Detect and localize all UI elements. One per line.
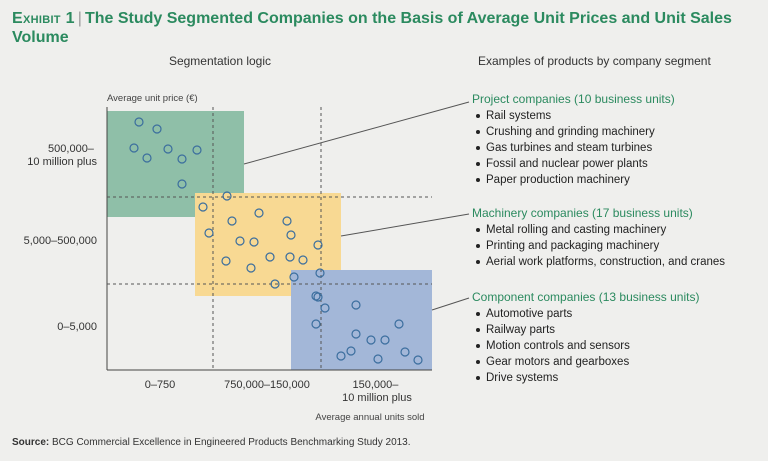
data-point-series-1-8 (177, 179, 187, 189)
x-tick-medium: 750,000–150,000 (224, 379, 310, 391)
title-separator: | (77, 10, 82, 27)
y-axis-label: Average unit price (€) (107, 93, 198, 104)
list-item: Gear motors and gearboxes (472, 354, 699, 370)
data-point-series-2-2 (254, 208, 264, 218)
segment-project-name: Project companies (10 business units) (472, 92, 675, 106)
data-point-series-2-3 (282, 216, 292, 226)
segment-project-list: Rail systems Crushing and grinding machi… (472, 108, 675, 188)
source-note: Source: BCG Commercial Excellence in Eng… (12, 437, 411, 448)
data-point-series-1-4 (163, 144, 173, 154)
segment-component-name: Component companies (13 business units) (472, 290, 700, 304)
data-point-series-3-13 (413, 355, 423, 365)
data-point-series-3-9 (346, 346, 356, 356)
y-tick-low: 0–5,000 (57, 321, 97, 333)
list-item: Aerial work platforms, construction, and… (472, 254, 725, 270)
data-point-series-3-6 (351, 329, 361, 339)
machinery-connector-line (340, 213, 470, 237)
list-item: Metal rolling and casting machinery (472, 222, 725, 238)
data-point-series-1-3 (129, 143, 139, 153)
data-point-series-3-7 (366, 335, 376, 345)
data-point-series-3-10 (400, 347, 410, 357)
source-text: BCG Commercial Excellence in Engineered … (52, 437, 411, 448)
data-point-series-2-6 (249, 237, 259, 247)
list-item: Drive systems (472, 370, 699, 386)
data-point-series-2-9 (221, 256, 231, 266)
data-point-series-3-12 (373, 354, 383, 364)
x-tick-high-line2: 10 million plus (342, 392, 412, 404)
data-point-series-1-9 (198, 202, 208, 212)
data-point-series-2-5 (235, 236, 245, 246)
data-point-series-2-13 (246, 263, 256, 273)
segment-machinery: Machinery companies (17 business units) … (472, 206, 725, 270)
data-point-series-1-5 (142, 153, 152, 163)
y-tick-high: 500,000– 10 million plus (27, 143, 97, 168)
component-connector-line (431, 297, 470, 311)
data-point-series-2-10 (265, 252, 275, 262)
segmentation-logic-heading: Segmentation logic (168, 54, 272, 68)
data-point-series-3-1 (313, 292, 323, 302)
list-item: Railway parts (472, 322, 699, 338)
data-point-series-2-12 (298, 255, 308, 265)
data-point-series-2-14 (289, 272, 299, 282)
list-item: Paper production machinery (472, 172, 675, 188)
segment-component: Component companies (13 business units) … (472, 290, 699, 386)
data-point-series-3-4 (311, 319, 321, 329)
list-item: Crushing and grinding machinery (472, 124, 675, 140)
data-point-series-2-8 (313, 240, 323, 250)
segment-machinery-name: Machinery companies (17 business units) (472, 206, 693, 220)
list-item: Automotive parts (472, 306, 699, 322)
list-item: Gas turbines and steam turbines (472, 140, 675, 156)
x-axis-label: Average annual units sold (315, 412, 424, 423)
data-point-series-3-2 (351, 300, 361, 310)
component-segment-box (291, 270, 432, 370)
data-point-series-1-1 (134, 117, 144, 127)
y-tick-high-line2: 10 million plus (27, 156, 97, 168)
list-item: Rail systems (472, 108, 675, 124)
data-point-series-2-15 (315, 268, 325, 278)
data-point-series-1-6 (177, 154, 187, 164)
x-tick-high: 150,000– 10 million plus (342, 379, 412, 404)
x-tick-low: 0–750 (145, 379, 176, 391)
project-connector-line (243, 101, 470, 165)
list-item: Fossil and nuclear power plants (472, 156, 675, 172)
data-point-series-3-8 (380, 335, 390, 345)
examples-heading: Examples of products by company segment (478, 54, 711, 68)
data-point-series-2-1 (227, 216, 237, 226)
exhibit-number: Exhibit 1 (12, 10, 75, 27)
list-item: Motion controls and sensors (472, 338, 699, 354)
exhibit-title-text: The Study Segmented Companies on the Bas… (12, 10, 732, 46)
data-point-series-2-11 (285, 252, 295, 262)
data-point-series-1-7 (192, 145, 202, 155)
data-point-series-2-7 (286, 230, 296, 240)
data-point-series-3-11 (336, 351, 346, 361)
y-tick-medium: 5,000–500,000 (24, 235, 97, 247)
data-point-series-2-4 (204, 228, 214, 238)
data-point-series-3-3 (320, 303, 330, 313)
segment-component-list: Automotive parts Railway parts Motion co… (472, 306, 699, 386)
exhibit-title: Exhibit 1 | The Study Segmented Companies … (12, 9, 762, 47)
data-point-series-3-5 (394, 319, 404, 329)
source-label: Source: (12, 437, 50, 448)
y-tick-high-line1: 500,000– (48, 143, 95, 155)
segment-machinery-list: Metal rolling and casting machinery Prin… (472, 222, 725, 270)
data-point-series-1-10 (222, 191, 232, 201)
data-point-series-2-16 (270, 279, 280, 289)
data-points (129, 117, 423, 365)
x-tick-high-line1: 150,000– (353, 379, 400, 391)
list-item: Printing and packaging machinery (472, 238, 725, 254)
data-point-series-1-2 (152, 124, 162, 134)
segment-project: Project companies (10 business units) Ra… (472, 92, 675, 188)
